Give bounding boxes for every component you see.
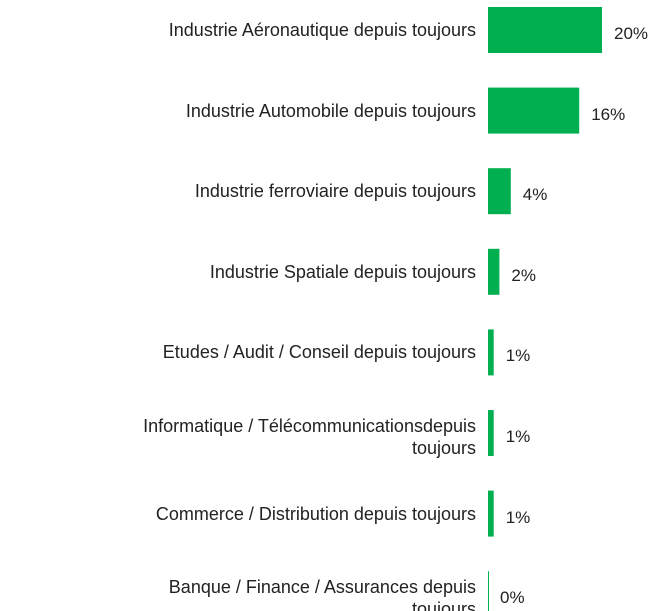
category-label: Industrie Aéronautique depuis toujours [168,20,476,40]
value-label: 20% [614,24,649,43]
value-label: 1% [505,507,531,527]
category-label: Banque / Finance / Assurances depuis tou… [168,577,476,611]
bar [488,248,500,295]
value-label: 2% [511,265,536,285]
value-label: 1% [505,346,531,366]
bar [488,87,580,134]
bar [488,490,494,537]
value-label: 4% [522,185,548,205]
bar [488,410,494,456]
category-label: Industrie Spatiale depuis toujours [209,261,476,282]
value-label: 16% [591,104,626,124]
bar [488,329,494,376]
value-label: 1% [505,427,531,446]
bar [488,571,489,611]
bar [488,7,602,53]
category-label: Commerce / Distribution depuis toujours [155,503,476,524]
category-label: Industrie ferroviaire depuis toujours [194,181,476,202]
category-label: Informatique / Télécommunicationsdepuis … [143,416,476,458]
value-label: 0% [500,588,525,608]
bar [488,168,511,215]
category-label: Etudes / Audit / Conseil depuis toujours [162,342,476,363]
category-label: Industrie Automobile depuis toujours [185,100,476,121]
